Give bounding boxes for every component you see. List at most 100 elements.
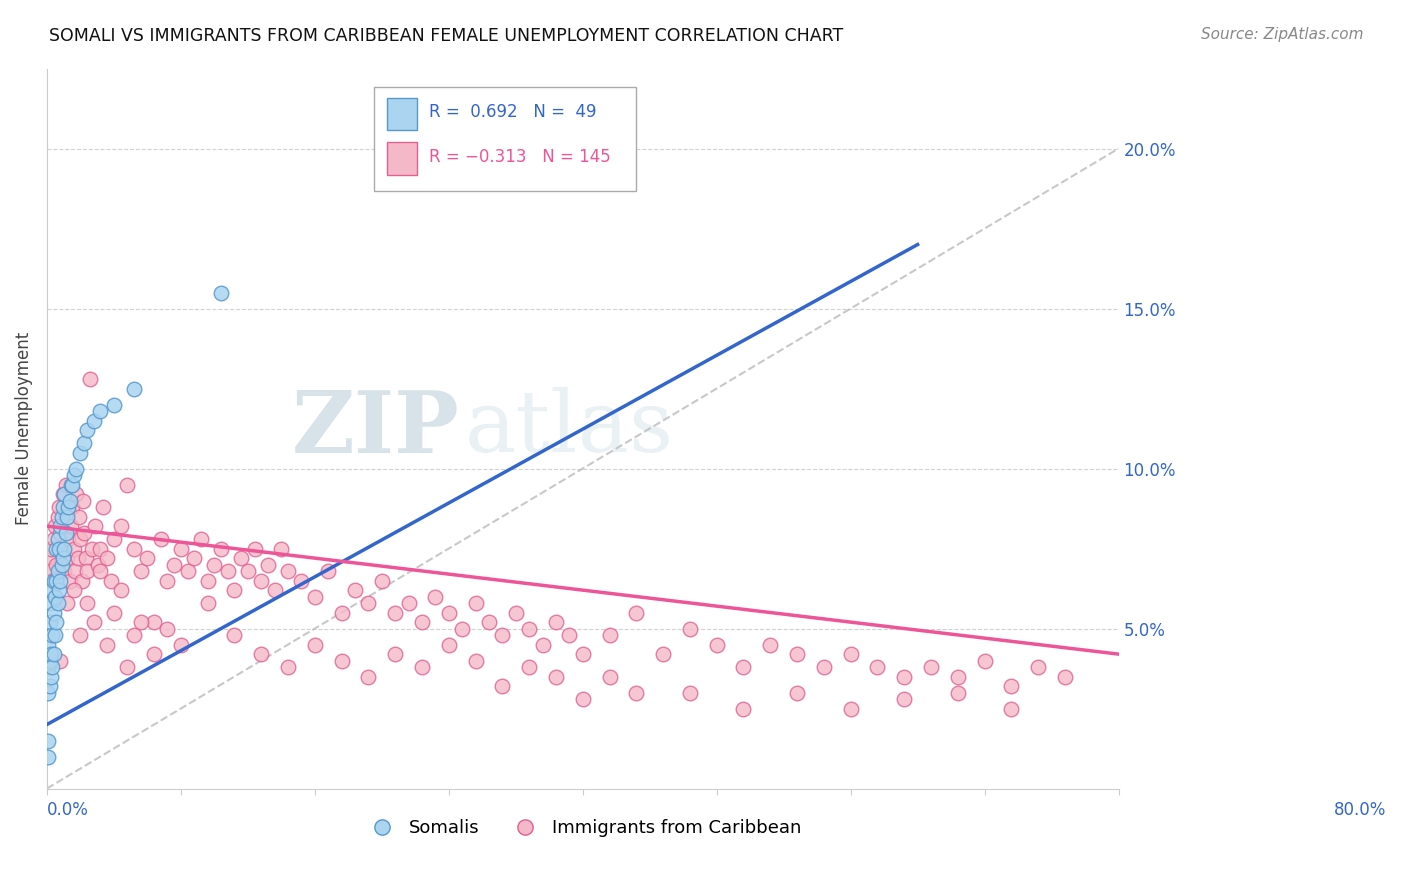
- Point: [60, 477, 83, 491]
- Point: [38, 654, 60, 668]
- Point: [304, 590, 326, 604]
- Point: [217, 564, 239, 578]
- Point: [946, 685, 969, 699]
- Point: [491, 628, 513, 642]
- Point: [46, 596, 69, 610]
- Point: [75, 551, 97, 566]
- Point: [48, 500, 70, 514]
- Point: [66, 551, 89, 566]
- Text: Source: ZipAtlas.com: Source: ZipAtlas.com: [1201, 27, 1364, 42]
- Point: [83, 615, 105, 629]
- Point: [110, 519, 132, 533]
- Point: [79, 372, 101, 386]
- Point: [62, 541, 84, 556]
- Point: [38, 679, 60, 693]
- Point: [813, 660, 835, 674]
- Point: [83, 413, 105, 427]
- Point: [893, 692, 915, 706]
- Point: [197, 574, 219, 588]
- Point: [290, 574, 312, 588]
- Point: [197, 596, 219, 610]
- Point: [733, 660, 755, 674]
- Point: [839, 647, 862, 661]
- Point: [65, 461, 87, 475]
- Text: R =  0.692   N =  49: R = 0.692 N = 49: [429, 103, 598, 121]
- Point: [46, 532, 69, 546]
- Point: [371, 574, 394, 588]
- Point: [224, 583, 246, 598]
- Point: [270, 541, 292, 556]
- Point: [38, 615, 60, 629]
- Point: [103, 606, 125, 620]
- Point: [73, 525, 96, 540]
- Point: [56, 596, 79, 610]
- Point: [70, 574, 93, 588]
- Point: [491, 679, 513, 693]
- Point: [176, 564, 198, 578]
- Point: [53, 541, 76, 556]
- Point: [786, 685, 808, 699]
- Point: [44, 628, 66, 642]
- Point: [1026, 660, 1049, 674]
- Point: [190, 532, 212, 546]
- Point: [76, 596, 98, 610]
- Text: R = −0.313   N = 145: R = −0.313 N = 145: [429, 148, 612, 166]
- Point: [786, 647, 808, 661]
- Point: [52, 487, 75, 501]
- Point: [69, 445, 91, 459]
- Point: [76, 564, 98, 578]
- Point: [464, 596, 486, 610]
- Point: [149, 532, 172, 546]
- Point: [143, 615, 166, 629]
- Point: [231, 551, 253, 566]
- Point: [89, 404, 111, 418]
- Point: [117, 477, 139, 491]
- Point: [62, 467, 84, 482]
- Point: [464, 654, 486, 668]
- Point: [330, 654, 353, 668]
- Point: [202, 558, 225, 572]
- Point: [48, 583, 70, 598]
- Point: [517, 660, 540, 674]
- Point: [49, 519, 72, 533]
- Point: [56, 509, 79, 524]
- Point: [263, 583, 285, 598]
- Point: [87, 558, 110, 572]
- Point: [170, 541, 193, 556]
- Legend: Somalis, Immigrants from Caribbean: Somalis, Immigrants from Caribbean: [357, 812, 808, 845]
- Point: [103, 398, 125, 412]
- Point: [37, 638, 59, 652]
- Point: [103, 532, 125, 546]
- Point: [156, 622, 179, 636]
- Point: [42, 606, 65, 620]
- Point: [544, 615, 567, 629]
- Point: [73, 436, 96, 450]
- Point: [277, 564, 299, 578]
- Point: [236, 564, 259, 578]
- Point: [63, 564, 86, 578]
- Point: [110, 583, 132, 598]
- Point: [60, 500, 83, 514]
- Point: [599, 628, 621, 642]
- Point: [91, 500, 114, 514]
- Point: [122, 382, 145, 396]
- Point: [517, 622, 540, 636]
- Point: [59, 493, 82, 508]
- Text: 0.0%: 0.0%: [46, 802, 89, 820]
- Point: [437, 638, 460, 652]
- Point: [52, 551, 75, 566]
- Point: [84, 519, 107, 533]
- Point: [45, 615, 67, 629]
- Point: [49, 654, 72, 668]
- Point: [129, 564, 152, 578]
- Point: [46, 509, 69, 524]
- Point: [136, 551, 159, 566]
- Point: [58, 532, 80, 546]
- Point: [384, 606, 406, 620]
- Point: [143, 647, 166, 661]
- Point: [96, 551, 118, 566]
- Point: [277, 660, 299, 674]
- Point: [224, 628, 246, 642]
- Point: [100, 574, 122, 588]
- Point: [571, 692, 593, 706]
